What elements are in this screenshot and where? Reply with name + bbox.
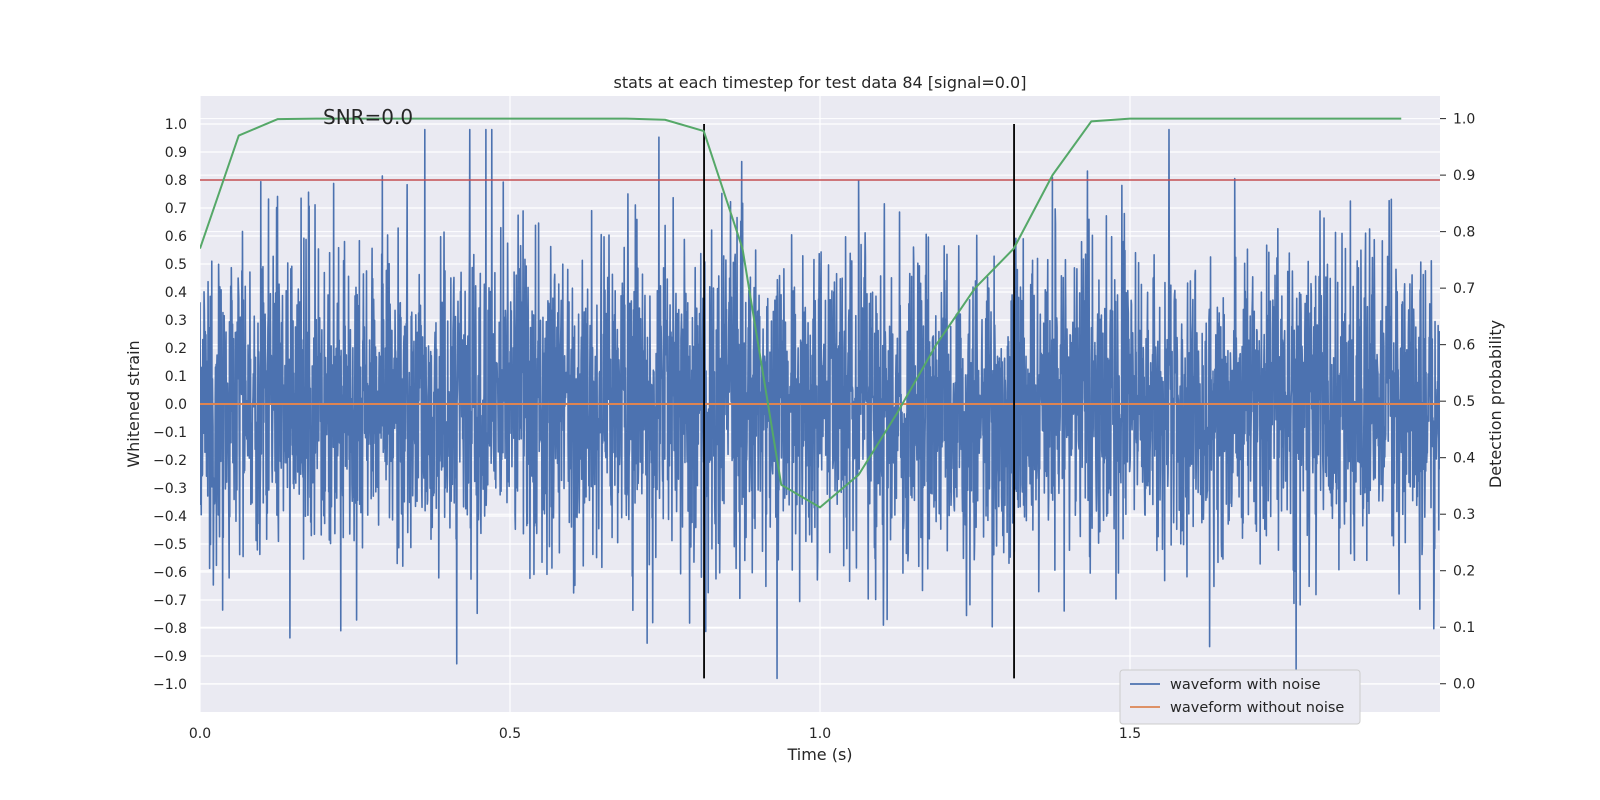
x-tick-label: 0.5 <box>499 726 521 742</box>
x-tick-label: 0.0 <box>189 726 211 742</box>
plot-series <box>200 117 1440 680</box>
y2-tick-label: 0.4 <box>1453 451 1475 467</box>
y-tick-label: −0.6 <box>153 565 187 581</box>
y2-tick-label: 0.0 <box>1453 677 1475 693</box>
y2-tick-label: 0.6 <box>1453 338 1475 354</box>
y-tick-label: 1.0 <box>165 117 187 133</box>
y2-tick-label: 0.5 <box>1453 394 1475 410</box>
y-tick-label: −0.5 <box>153 537 187 553</box>
y-tick-label: 0.5 <box>165 257 187 273</box>
y-tick-label: −0.1 <box>153 425 187 441</box>
legend-box <box>1119 669 1361 725</box>
y-tick-label: −0.2 <box>153 453 187 469</box>
y-tick-label: −0.3 <box>153 481 187 497</box>
y-tick-label: 0.2 <box>165 341 187 357</box>
y-tick-label: −0.9 <box>153 649 187 665</box>
x-tick-label: 1.5 <box>1119 726 1141 742</box>
y-axis-label: Whitened strain <box>124 340 143 467</box>
y2-tick-label: 0.2 <box>1453 564 1475 580</box>
waveform-with-noise-line <box>200 128 1440 680</box>
y-tick-label: 0.1 <box>165 369 187 385</box>
y-tick-label: −0.8 <box>153 621 187 637</box>
x-tick-label: 1.0 <box>809 726 831 742</box>
snr-annotation: SNR=0.0 <box>323 105 413 129</box>
y-tick-label: 0.0 <box>165 397 187 413</box>
chart-title: stats at each timestep for test data 84 … <box>614 73 1027 92</box>
x-axis-label: Time (s) <box>786 745 852 764</box>
y2-tick-label: 0.9 <box>1453 168 1475 184</box>
y-tick-label: −0.7 <box>153 593 187 609</box>
y-tick-label: 0.7 <box>165 201 187 217</box>
y-tick-label: 0.6 <box>165 229 187 245</box>
y2-axis-label: Detection probability <box>1486 320 1505 488</box>
detection-probability-line <box>200 117 1402 509</box>
y2-tick-label: 1.0 <box>1453 112 1475 128</box>
ticks: 0.0 0.5 1.0 1.5 −1.0 −0.9 −0.8 −0.7 −0.6 −0.5 −0.4… <box>153 112 1475 742</box>
y2-tick-label: 0.7 <box>1453 281 1475 297</box>
y-tick-label: −0.4 <box>153 509 187 525</box>
legend: waveform with noise waveform without noi… <box>1119 669 1361 725</box>
y-tick-label: 0.8 <box>165 173 187 189</box>
legend-label-noise: waveform with noise <box>1170 677 1321 693</box>
series-layer <box>200 117 1440 680</box>
y-tick-label: 0.3 <box>165 313 187 329</box>
y2-tick-label: 0.3 <box>1453 507 1475 523</box>
y2-tick-label: 0.1 <box>1453 620 1475 636</box>
y-tick-label: 0.4 <box>165 285 187 301</box>
y2-tick-label: 0.8 <box>1453 225 1475 241</box>
legend-label-clean: waveform without noise <box>1170 700 1344 716</box>
y-tick-label: 0.9 <box>165 145 187 161</box>
y-tick-label: −1.0 <box>153 677 187 693</box>
